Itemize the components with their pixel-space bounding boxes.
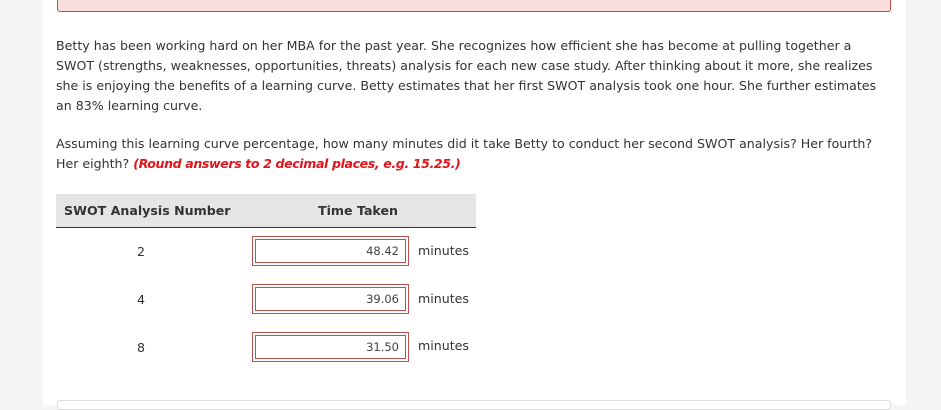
unit-label: minutes	[418, 338, 469, 353]
answer-input-wrapper	[252, 236, 409, 266]
answer-input-wrapper	[252, 284, 409, 314]
row-number: 8	[136, 340, 145, 355]
question-prompt: Assuming this learning curve percentage,…	[56, 134, 891, 174]
rounding-hint: (Round answers to 2 decimal places, e.g.…	[133, 156, 461, 171]
question-text: Betty has been working hard on her MBA f…	[56, 38, 877, 113]
unit-label: minutes	[418, 291, 469, 306]
answer-input-eighth[interactable]	[255, 335, 406, 359]
previous-answer-feedback-box	[57, 0, 891, 12]
answer-input-second[interactable]	[255, 239, 406, 263]
column-header-swot-number: SWOT Analysis Number	[56, 194, 253, 228]
row-number: 4	[136, 292, 145, 307]
unit-label: minutes	[418, 243, 469, 258]
column-header-time-taken: Time Taken	[240, 194, 476, 228]
next-section-box	[57, 400, 891, 410]
answer-input-wrapper	[252, 332, 409, 362]
question-card: Betty has been working hard on her MBA f…	[43, 0, 906, 410]
answer-input-fourth[interactable]	[255, 287, 406, 311]
row-number: 2	[136, 244, 145, 259]
question-prompt-text: Assuming this learning curve percentage,…	[56, 136, 873, 171]
